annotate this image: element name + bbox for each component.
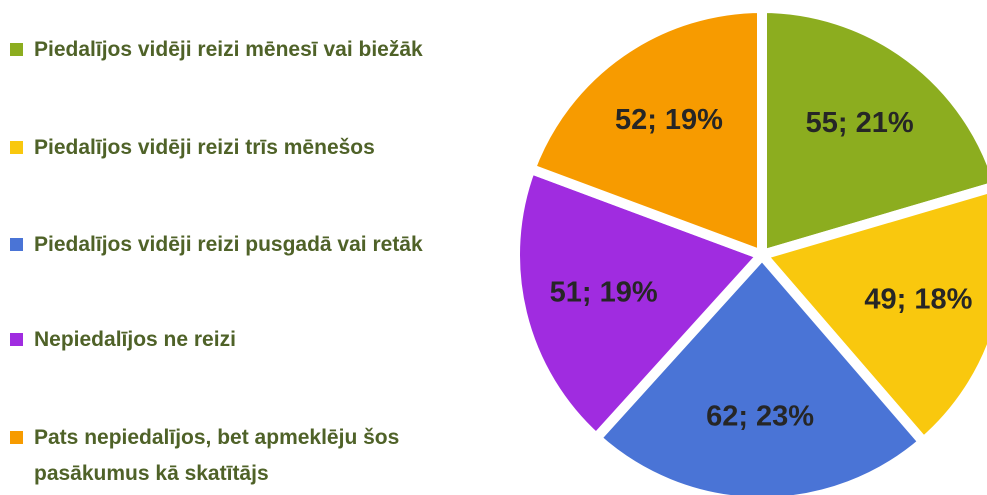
legend-label: Piedalījos vidēji reizi trīs mēnešos (34, 136, 375, 159)
legend-marker (10, 43, 23, 56)
legend-marker (10, 333, 23, 346)
legend-marker (10, 141, 23, 154)
legend-item: Nepiedalījos ne reizi (10, 322, 470, 358)
slice-label: 62; 23% (706, 401, 814, 433)
legend-marker (10, 238, 23, 251)
legend-marker (10, 431, 23, 444)
legend-item: Pats nepiedalījos, bet apmeklēju šos pas… (10, 420, 470, 492)
legend-item: Piedalījos vidēji reizi mēnesī vai biežā… (10, 32, 470, 68)
legend-label: Pats nepiedalījos, bet apmeklēju šos pas… (34, 426, 400, 485)
legend-label: Nepiedalījos ne reizi (34, 328, 236, 351)
pie-slice (753, 183, 987, 449)
pie-slice (524, 2, 767, 263)
pie-slice (589, 247, 931, 495)
slice-label: 52; 19% (615, 104, 723, 136)
legend-label: Piedalījos vidēji reizi pusgadā vai retā… (34, 233, 423, 256)
slice-label: 51; 19% (550, 276, 658, 308)
legend-label: Piedalījos vidēji reizi mēnesī vai biežā… (34, 38, 423, 61)
legend-item: Piedalījos vidēji reizi pusgadā vai retā… (10, 227, 470, 263)
slice-label: 49; 18% (864, 284, 972, 316)
legend-item: Piedalījos vidēji reizi trīs mēnešos (10, 130, 470, 166)
pie-slice (757, 2, 987, 262)
slice-label: 55; 21% (806, 107, 914, 139)
